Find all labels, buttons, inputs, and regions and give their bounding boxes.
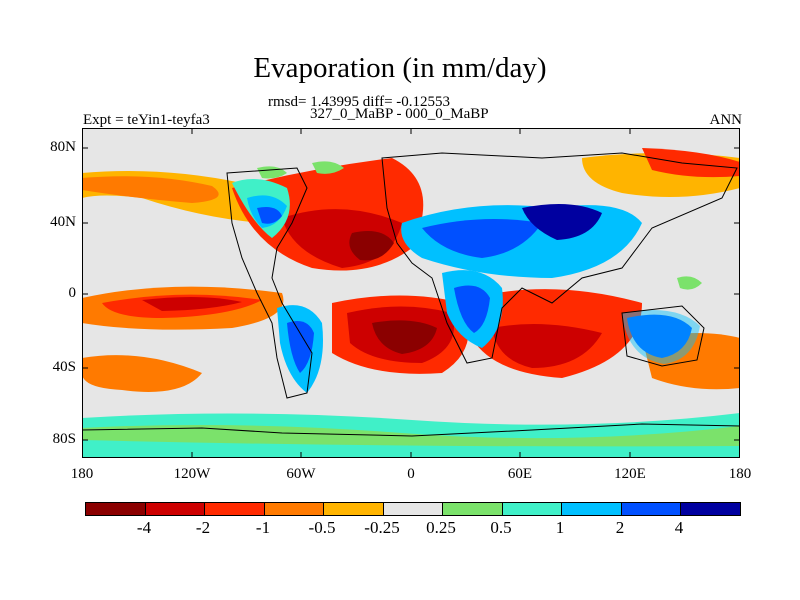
- colorbar-segment: [324, 503, 384, 515]
- colorbar-label: 0.5: [490, 518, 512, 537]
- colorbar-label: 0.25: [426, 518, 456, 537]
- evaporation-map: [81, 128, 741, 458]
- colorbar-label: -4: [136, 518, 152, 537]
- period-line: 327_0_MaBP - 000_0_MaBP: [310, 106, 489, 122]
- lat-tick-label: 80N: [50, 139, 76, 155]
- colorbar-label: -2: [195, 518, 211, 537]
- lon-tick-label: 0: [407, 466, 415, 482]
- lon-tick-label: 120E: [614, 466, 646, 482]
- lat-tick-label: 80S: [52, 431, 76, 447]
- colorbar-segment: [562, 503, 622, 515]
- colorbar-segment: [502, 503, 563, 515]
- colorbar-label: 2: [615, 518, 625, 537]
- colorbar: [85, 502, 741, 516]
- colorbar-label: -0.25: [364, 518, 400, 537]
- colorbar-label: 1: [555, 518, 565, 537]
- colorbar-segment: [264, 503, 325, 515]
- lon-tick-label: 180: [70, 466, 94, 482]
- lon-tick-label: 60E: [507, 466, 533, 482]
- colorbar-label: -0.5: [308, 518, 336, 537]
- experiment-label: Expt = teYin1-teyfa3: [83, 112, 210, 128]
- lat-tick-label: 0: [68, 285, 77, 301]
- colorbar-segment: [383, 503, 444, 515]
- colorbar-segment: [621, 503, 682, 515]
- colorbar-segment: [443, 503, 503, 515]
- lon-tick-label: 180: [728, 466, 752, 482]
- lon-tick-label: 120W: [173, 466, 211, 482]
- colorbar-label: 4: [674, 518, 684, 537]
- lat-tick-label: 40S: [52, 359, 76, 375]
- colorbar-segment: [205, 503, 265, 515]
- season-label: ANN: [709, 112, 743, 128]
- colorbar-segment: [681, 503, 741, 515]
- lat-tick-label: 40N: [50, 214, 76, 230]
- lon-tick-label: 60W: [286, 466, 316, 482]
- colorbar-segment: [145, 503, 206, 515]
- stats-line: rmsd= 1.43995 diff= -0.12553: [268, 94, 451, 110]
- colorbar-label: -1: [255, 518, 271, 537]
- plot-title: Evaporation (in mm/day): [253, 52, 547, 84]
- colorbar-segment: [86, 503, 146, 515]
